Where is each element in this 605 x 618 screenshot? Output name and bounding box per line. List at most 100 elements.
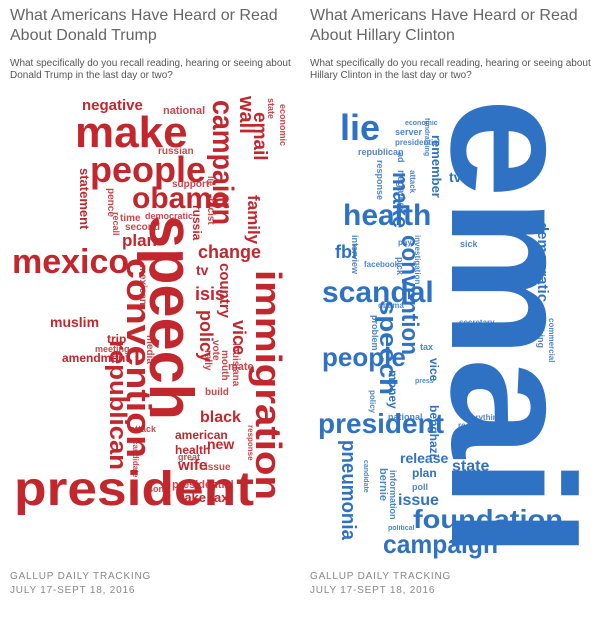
cloud-word: statement [77,168,92,230]
cloud-word: democratic [534,222,551,302]
cloud-word: national [388,412,423,422]
cloud-word: speech [374,300,401,395]
cloud-word: campaign [383,529,498,559]
cloud-word: president [318,408,444,439]
panel-header: What Americans Have Heard or Read About … [310,6,595,82]
cloud-word: speech [136,215,205,420]
cloud-word: plan [122,231,157,250]
dates: JULY 17-SEPT 18, 2016 [310,585,436,596]
cloud-word: rally [202,350,213,371]
panel-footer: GALLUP DAILY TRACKING JULY 17-SEPT 18, 2… [310,570,595,598]
cloud-word: nothing [536,315,546,348]
cloud-word: great [178,452,200,462]
cloud-word: racist [205,198,216,225]
cloud-word: tv [449,169,462,185]
cloud-word: pay [398,238,412,247]
cloud-word: recall [458,421,479,430]
cloud-word: new [207,436,234,452]
cloud-word: negative [82,97,143,114]
cloud-word: trip [107,332,126,346]
cloud-word: vote [210,340,221,361]
cloud-word: negative [395,170,406,211]
cloud-word: media [144,335,155,364]
cloud-word: russian [158,146,194,157]
cloud-word: louisiana [230,343,241,387]
cloud-word: issue [205,462,231,473]
cloud-word: policy [196,310,216,362]
cloud-word: political [388,525,415,532]
cloud-word: plan [412,466,437,480]
cloud-word: economic [405,120,438,127]
cloud-word: immigration [248,270,289,500]
cloud-word: mexico [12,243,129,281]
cloud-word: job [488,324,495,336]
cloud-word: black [200,409,241,426]
panel-header: What Americans Have Heard or Read About … [10,6,295,82]
cloud-word: wall [235,95,257,134]
cloud-word: make [75,108,188,157]
cloud-word: democratic [145,211,193,221]
cloud-word: bernie [377,468,389,501]
cloud-word: email [414,98,605,558]
cloud-word: obama [378,301,404,310]
cloud-word: pneumonia [337,440,359,541]
cloud-word: sick [460,239,479,249]
cloud-word: pence [105,188,116,217]
cloud-word: country [216,263,233,319]
cloud-word: interview [350,235,360,275]
cloud-word: take tax [180,490,229,505]
cloud-word: facebook [364,260,400,269]
cloud-word: convention [119,258,157,458]
cloud-word: liar [455,220,477,236]
cloud-word: presidential [395,138,440,147]
panel-title: What Americans Have Heard or Read About … [10,7,278,44]
cloud-word: people [90,149,206,190]
panel-subtitle: What specifically do you recall reading,… [310,58,591,81]
cloud-word: scandal [322,276,434,309]
cloud-word: candidate [131,440,140,478]
panel-subtitle: What specifically do you recall reading,… [10,58,291,81]
cloud-word: build [205,387,229,398]
cloud-word: money [386,370,400,409]
cloud-word: server [395,127,423,137]
cloud-word: problem [370,315,380,351]
cloud-word: ad [396,152,406,163]
cloud-word: attack [408,170,417,194]
cloud-word: lie [206,176,216,186]
cloud-word: pick [395,257,405,276]
cloud-word: american [175,428,228,442]
cloud-word: presidential [172,479,234,491]
cloud-word: president [14,463,254,516]
cloud-word: national [163,105,205,117]
cloud-word: campaign [206,100,239,225]
cloud-word: people [322,342,406,372]
cloud-word: policy [368,390,377,414]
cloud-word: release [400,450,448,466]
cloud-word: information [388,470,398,520]
cloud-word: isis [195,284,225,304]
cloud-word: state [266,98,276,119]
cloud-word: email [249,112,270,161]
cloud-word: state [452,458,489,475]
cloud-word: sanders [460,277,506,291]
cloud-word: time [120,213,141,224]
cloud-word: remember [429,135,444,198]
cloud-word: change [198,242,261,262]
cloud-word: investigation [413,235,422,284]
cloud-word: issue [398,492,439,509]
cloud-word: second [125,222,160,233]
cloud-word: tv [196,262,209,278]
cloud-word: health [175,443,210,457]
cloud-word: response [246,425,255,461]
cloud-word: muslim [50,314,99,330]
cloud-word: convention [396,235,423,355]
cloud-word: fbi [335,242,357,262]
cloud-word: tax [420,342,433,352]
cloud-word: response [375,160,385,200]
cloud-word: recall [111,212,121,236]
cloud-word: foundation [413,504,563,534]
cloud-word: republican [104,340,131,470]
cloud-word: press [415,378,434,385]
